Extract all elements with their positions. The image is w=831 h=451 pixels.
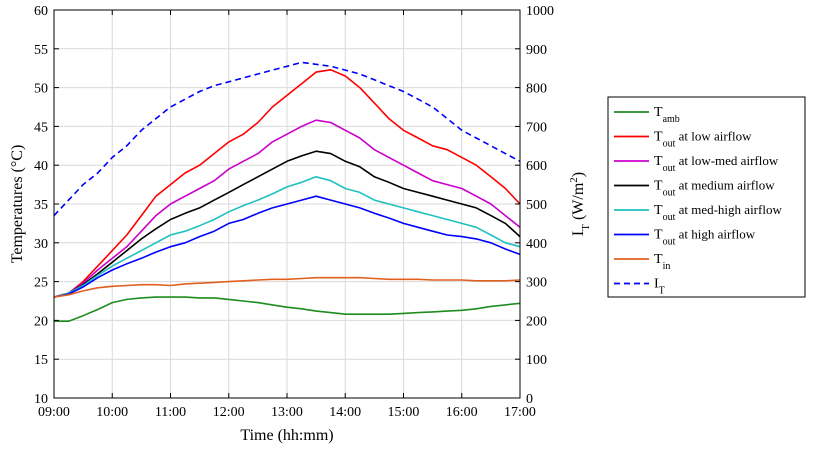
y-left-tick-label: 15 [34,353,48,368]
y-right-tick-label: 400 [526,237,547,252]
x-axis-title: Time (hh:mm) [240,427,333,444]
legend-label-7: IT [654,277,665,297]
y-left-title-unit: °C) [9,145,26,167]
series-line-7 [53,61,521,217]
series-line-0 [54,296,521,323]
y-right-title-sub: T [580,224,592,231]
legend-box [607,96,806,298]
y-right-title-unit: (W/m [570,182,587,224]
x-tick-label: 10:00 [96,405,128,420]
legend-label-rest: at high airflow [675,227,755,242]
y-left-tick-label: 10 [34,392,48,407]
legend-label-sub: out [663,236,676,247]
y-right-tick-label: 200 [526,314,547,329]
plot-frame [53,9,521,399]
axes [53,9,521,399]
legend-label-sub: out [663,138,676,149]
legend-label-2: Tout at low-med airflow [654,153,779,174]
legend-label-4: Tout at med-high airflow [654,202,782,223]
y-right-axis-title: IT (W/m2) [568,172,592,236]
y-right-tick-label: 600 [526,159,547,174]
x-tick-label: 16:00 [446,405,478,420]
y-right-tick-label: 300 [526,276,547,291]
y-right-title-main: I [570,231,587,236]
series-line-6 [53,276,521,298]
legend-label-main: T [654,228,663,243]
y-right-tick-label: 800 [526,82,547,97]
y-left-tick-label: 50 [34,82,48,97]
y-right-tick-label: 700 [526,120,547,135]
legend-label-rest: at low-med airflow [675,153,778,168]
legend-label-rest: at low airflow [675,129,752,144]
y-right-tick-label: 0 [526,392,533,407]
y-left-title-main: Temperatures ( [9,167,26,263]
legend-label-6: Tin [654,252,670,272]
y-left-tick-label: 40 [34,159,48,174]
tick-labels: 09:00 10:00 11:00 12:00 13:00 14:00 15:00 16:00… [34,4,554,420]
legend-label-main: I [654,277,659,292]
legend-label-rest: at medium airflow [675,178,775,193]
x-tick-label: 15:00 [388,405,420,420]
axis-titles: Time (hh:mm) Temperatures (°C) IT (W/m2) [9,145,592,444]
series-line-4 [53,176,521,298]
legend-label-sub: T [659,285,665,296]
legend-label-sub: in [663,261,671,272]
legend-label-main: T [654,154,663,169]
legend-label-main: T [654,252,663,267]
y-left-axis-title: Temperatures (°C) [9,145,26,264]
legend-label-main: T [654,203,663,218]
y-right-title-sup: 2 [568,177,580,183]
series-line-2 [53,119,521,298]
x-tick-label: 14:00 [329,405,361,420]
y-right-tick-label: 100 [526,353,547,368]
series-lines [53,61,521,323]
series-line-1 [53,69,521,298]
legend-label-main: T [654,130,663,145]
y-left-tick-label: 55 [34,43,48,58]
legend-label-sub: out [663,163,676,174]
y-right-tick-label: 1000 [526,4,554,19]
legend-label-sub: amb [663,114,680,125]
y-left-tick-label: 30 [34,237,48,252]
legend-label-sub: out [663,212,676,223]
x-tick-label: 11:00 [155,405,186,420]
legend-label-rest: at med-high airflow [675,202,782,217]
y-right-tick-label: 900 [526,43,547,58]
y-right-tick-label: 500 [526,198,547,213]
legend-label-main: T [654,179,663,194]
series-line-5 [53,195,521,298]
y-left-tick-label: 45 [34,120,48,135]
legend-label-5: Tout at high airflow [654,227,756,248]
x-tick-label: 17:00 [504,405,536,420]
legend-label-1: Tout at low airflow [654,129,752,150]
y-right-title-close: ) [570,172,587,177]
y-left-tick-label: 25 [34,276,48,291]
legend-label-0: Tamb [654,105,680,125]
y-left-tick-label: 60 [34,4,48,19]
x-tick-label: 12:00 [213,405,245,420]
legend-label-sub: out [663,187,676,198]
legend-label-main: T [654,105,663,120]
series-line-3 [53,150,521,298]
y-left-tick-label: 20 [34,314,48,329]
legend-label-3: Tout at medium airflow [654,178,775,199]
x-tick-label: 09:00 [38,405,70,420]
y-left-tick-label: 35 [34,198,48,213]
x-tick-label: 13:00 [271,405,303,420]
